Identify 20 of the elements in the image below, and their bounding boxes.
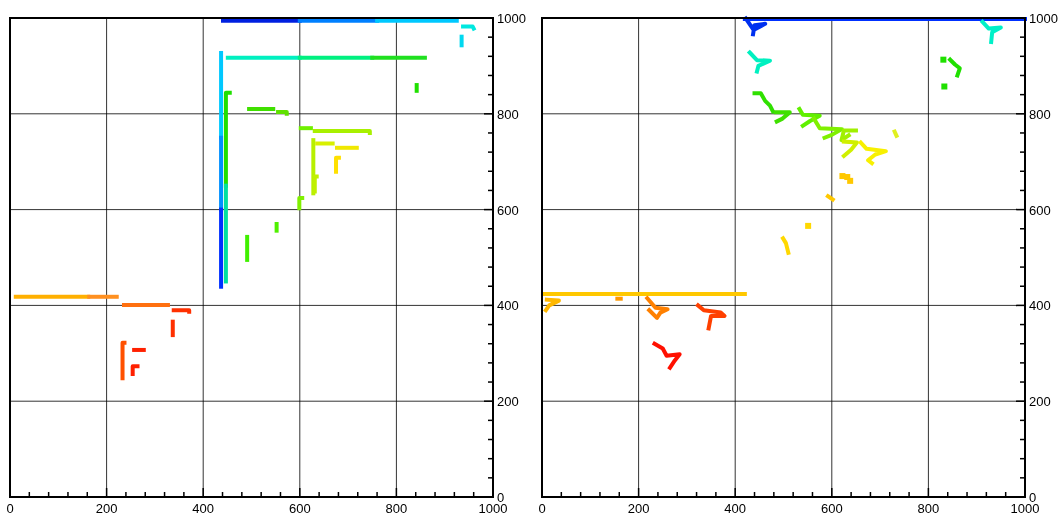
x-tick-label: 800 [917,501,940,516]
x-tick-label: 600 [288,501,311,516]
x-tick-label: 200 [627,501,650,516]
x-tick-label: 400 [724,501,747,516]
y-tick-label: 800 [497,106,519,122]
x-tick-label: 800 [385,501,408,516]
x-tick-label: 0 [6,501,14,516]
x-tick-label: 0 [538,501,546,516]
y-tick-label: 600 [497,202,519,218]
y-tick-label: 400 [497,298,519,314]
y-tick-label: 800 [1029,106,1051,122]
y-tick-label: 200 [1029,394,1051,410]
x-tick-label: 600 [820,501,843,516]
y-tick-label: 200 [497,394,519,410]
y-tick-label: 600 [1029,202,1051,218]
y-tick-label: 1000 [497,11,526,26]
x-tick-label: 200 [95,501,118,516]
y-tick-label: 400 [1029,298,1051,314]
x-tick-label: 400 [192,501,215,516]
y-tick-label: 1000 [1029,11,1058,26]
